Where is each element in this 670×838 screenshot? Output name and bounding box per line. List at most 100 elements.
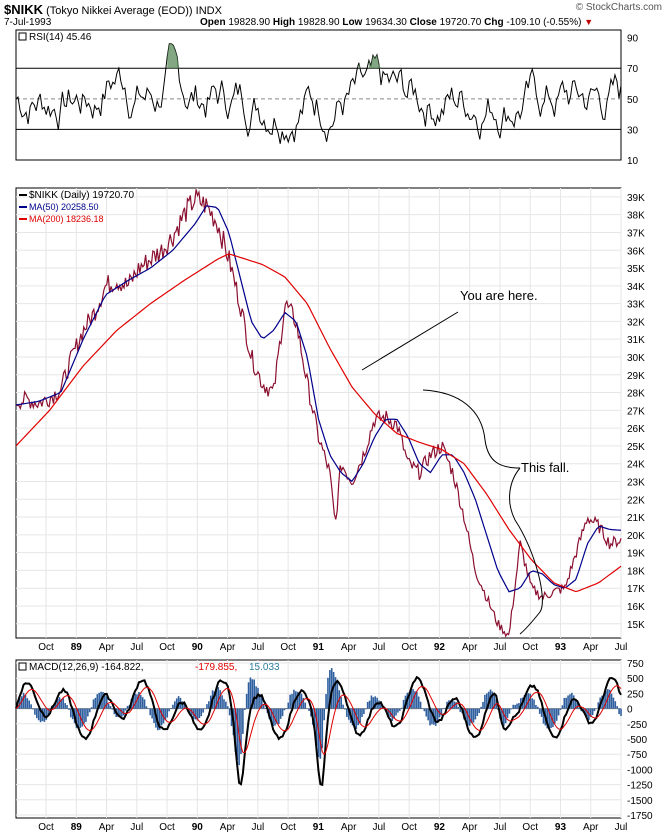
macd-legend-label: MACD(12,26,9) -164.822, xyxy=(29,662,144,673)
macd-histogram-bar xyxy=(555,708,558,721)
macd-histogram-bar xyxy=(260,696,263,709)
macd-x-tick-label: 91 xyxy=(313,822,325,833)
price-y-tick-label: 24K xyxy=(627,460,645,471)
macd-histogram-bar xyxy=(262,704,265,709)
macd-histogram-bar xyxy=(450,700,452,709)
price-x-tick-label: 89 xyxy=(71,642,83,653)
price-x-tick-label: Oct xyxy=(280,642,296,653)
macd-x-tick-label: Apr xyxy=(583,822,599,833)
macd-y-tick-label: -1000 xyxy=(627,765,653,776)
macd-histogram-bar xyxy=(183,701,186,709)
macd-histogram-bar xyxy=(482,701,484,709)
macd-histogram-bar xyxy=(512,704,515,709)
macd-histogram-bar xyxy=(98,692,100,709)
macd-histogram-bar xyxy=(196,708,199,721)
macd-histogram-bar xyxy=(436,708,439,723)
macd-histogram-bar xyxy=(149,708,152,716)
macd-histogram-bar xyxy=(363,708,365,715)
instrument-name: (Tokyo Nikkei Average (EOD)) xyxy=(46,5,193,17)
price-x-tick-label: Oct xyxy=(38,642,54,653)
macd-histogram-bar xyxy=(342,704,344,709)
macd-x-tick-label: Jul xyxy=(372,822,385,833)
macd-x-tick-label: 89 xyxy=(71,822,83,833)
macd-histogram-bar xyxy=(77,708,80,727)
macd-histogram-bar xyxy=(41,708,44,722)
macd-histogram-bar xyxy=(209,695,212,709)
macd-histogram-bar xyxy=(174,701,176,709)
macd-histogram-bar xyxy=(296,691,299,709)
quote-bar: Open 19828.90 High 19828.90 Low 19634.30… xyxy=(200,17,593,28)
macd-histogram-bar xyxy=(281,708,284,717)
price-x-tick-label: Oct xyxy=(522,642,538,653)
macd-histogram-bar xyxy=(60,699,63,709)
macd-histogram-bar xyxy=(298,692,301,709)
macd-histogram-bar xyxy=(618,708,620,715)
macd-histogram-bar xyxy=(47,708,49,716)
macd-histogram-bar xyxy=(487,691,490,709)
macd-histogram-bar xyxy=(304,702,307,709)
macd-histogram-bar xyxy=(501,708,503,725)
macd-histogram-bar xyxy=(502,708,505,726)
macd-histogram-bar xyxy=(351,708,354,726)
chg-label: Chg xyxy=(484,17,504,28)
price-x-tick-label: Apr xyxy=(462,642,478,653)
macd-histogram-bar xyxy=(353,708,356,727)
macd-histogram-bar xyxy=(24,694,27,709)
price-line xyxy=(15,189,622,638)
macd-histogram-bar xyxy=(37,708,40,721)
price-y-tick-label: 21K xyxy=(627,513,645,524)
macd-histogram-bar xyxy=(465,708,467,722)
close-value: 19720.70 xyxy=(439,17,482,28)
macd-histogram-bar xyxy=(395,708,397,716)
macd-histogram-bar xyxy=(542,708,545,724)
macd-histogram-bar xyxy=(236,708,239,760)
macd-histogram-bar xyxy=(225,701,227,709)
macd-histogram-bar xyxy=(111,708,114,710)
macd-histogram-bar xyxy=(491,691,494,709)
macd-histogram-bar xyxy=(308,708,310,711)
price-y-tick-label: 16K xyxy=(627,602,645,613)
ma50-line xyxy=(15,205,622,593)
rsi-overbought-fill xyxy=(358,62,361,69)
macd-histogram-bar xyxy=(272,708,274,727)
macd-histogram-bar xyxy=(612,697,615,709)
macd-y-tick-label: -1500 xyxy=(627,796,653,807)
annotation-this-fall: This fall. xyxy=(521,460,569,475)
macd-histogram-bar xyxy=(202,708,204,713)
macd-histogram-bar xyxy=(597,702,600,709)
macd-y-tick-label: 750 xyxy=(627,659,644,670)
macd-histogram-bar xyxy=(136,694,138,709)
macd-histogram-bar xyxy=(417,696,420,709)
macd-histogram-bar xyxy=(81,708,83,727)
macd-histogram-bar xyxy=(419,701,422,709)
macd-histogram-bar xyxy=(610,693,613,709)
macd-histogram-bar xyxy=(334,677,337,709)
price-panel: 39K 38K 37K 36K 35K 34K 33K 32K 31K 30K 29K 28K 27K 2… xyxy=(15,187,645,653)
macd-histogram-bar xyxy=(550,708,552,728)
macd-histogram-bar xyxy=(380,701,382,709)
price-x-tick-label: 93 xyxy=(555,642,567,653)
macd-histogram-bar xyxy=(327,677,329,709)
price-x-tick-label: 92 xyxy=(434,642,446,653)
macd-histogram-bar xyxy=(194,708,197,720)
macd-histogram-bar xyxy=(321,708,324,749)
macd-histogram-bar xyxy=(523,694,526,709)
macd-histogram-bar xyxy=(90,707,93,709)
macd-histogram-bar xyxy=(538,708,541,714)
macd-histogram-bar xyxy=(548,708,550,729)
macd-histogram-bar xyxy=(561,705,564,709)
macd-histogram-bar xyxy=(508,708,511,714)
price-y-tick-label: 32K xyxy=(627,317,645,328)
macd-y-tick-label: 500 xyxy=(627,674,644,685)
macd-histogram-bar xyxy=(143,699,146,709)
macd-x-tick-label: Apr xyxy=(99,822,115,833)
price-y-tick-label: 38K xyxy=(627,211,645,222)
macd-histogram-bar xyxy=(83,708,85,724)
macd-histogram-bar xyxy=(208,701,210,709)
rsi-panel: 90 70 50 30 10 RSI(14) 45.46 xyxy=(15,29,639,167)
price-x-tick-label: Jul xyxy=(130,642,143,653)
macd-histogram-bar xyxy=(567,695,569,709)
rsi-y-tick-label: 50 xyxy=(627,95,639,106)
macd-histogram-bar xyxy=(370,695,373,709)
macd-histogram-bar xyxy=(276,708,278,724)
